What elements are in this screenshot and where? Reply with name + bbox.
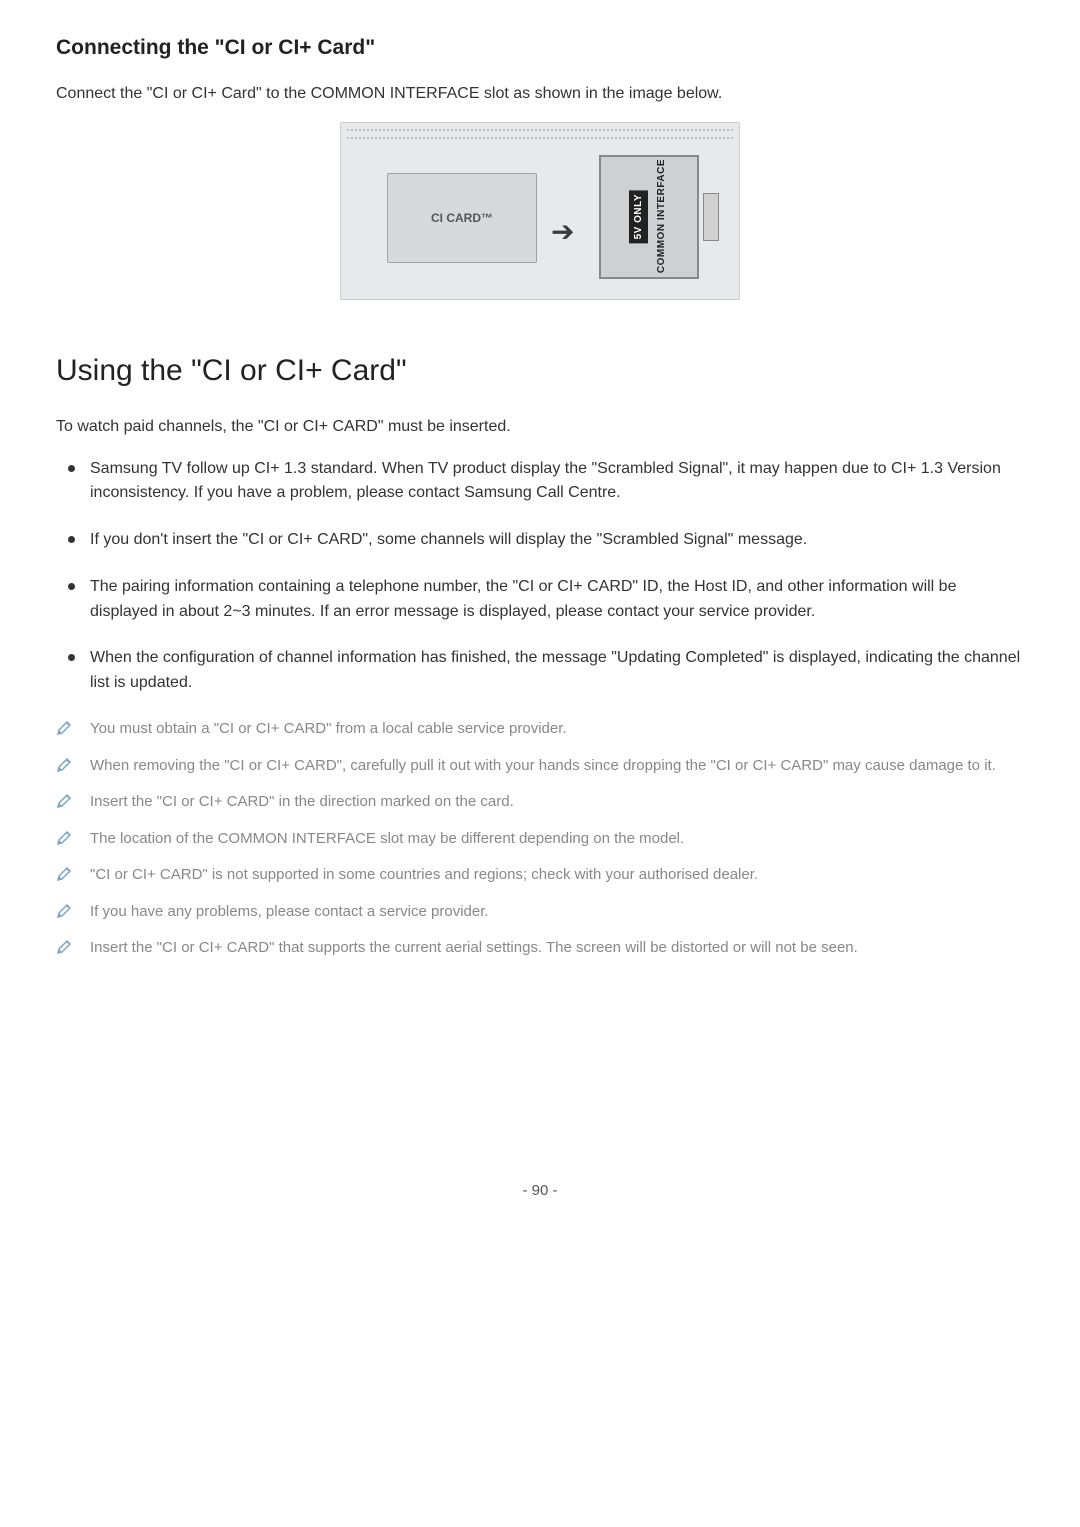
note-item: The location of the COMMON INTERFACE slo… xyxy=(56,828,1024,851)
note-text: If you have any problems, please contact… xyxy=(90,901,489,924)
pencil-icon xyxy=(56,939,72,955)
slot-edge-shape xyxy=(703,193,719,241)
note-text: The location of the COMMON INTERFACE slo… xyxy=(90,828,684,851)
pencil-icon xyxy=(56,903,72,919)
note-text: Insert the "CI or CI+ CARD" in the direc… xyxy=(90,791,514,814)
pencil-icon xyxy=(56,830,72,846)
bullet-list: Samsung TV follow up CI+ 1.3 standard. W… xyxy=(56,457,1024,697)
pencil-icon xyxy=(56,866,72,882)
note-item: "CI or CI+ CARD" is not supported in som… xyxy=(56,864,1024,887)
using-heading: Using the "CI or CI+ Card" xyxy=(56,348,1024,393)
arrow-icon: ➔ xyxy=(551,211,574,253)
list-item: Samsung TV follow up CI+ 1.3 standard. W… xyxy=(90,457,1024,507)
note-text: Insert the "CI or CI+ CARD" that support… xyxy=(90,937,858,960)
note-item: When removing the "CI or CI+ CARD", care… xyxy=(56,755,1024,778)
page-number: - 90 - xyxy=(56,1180,1024,1203)
using-intro: To watch paid channels, the "CI or CI+ C… xyxy=(56,415,1024,439)
slot-label-5v: 5V ONLY xyxy=(629,190,648,243)
note-item: If you have any problems, please contact… xyxy=(56,901,1024,924)
pencil-icon xyxy=(56,793,72,809)
diagram-container: CI CARD™ ➔ 5V ONLY COMMON INTERFACE xyxy=(56,122,1024,300)
pencil-icon xyxy=(56,720,72,736)
diagram-top-dots xyxy=(347,129,733,139)
ci-card-diagram: CI CARD™ ➔ 5V ONLY COMMON INTERFACE xyxy=(340,122,740,300)
note-text: You must obtain a "CI or CI+ CARD" from … xyxy=(90,718,567,741)
list-item: The pairing information containing a tel… xyxy=(90,575,1024,625)
note-item: Insert the "CI or CI+ CARD" in the direc… xyxy=(56,791,1024,814)
connecting-intro: Connect the "CI or CI+ Card" to the COMM… xyxy=(56,82,1024,106)
connecting-heading: Connecting the "CI or CI+ Card" xyxy=(56,32,1024,64)
common-interface-slot: 5V ONLY COMMON INTERFACE xyxy=(599,155,699,279)
notes-list: You must obtain a "CI or CI+ CARD" from … xyxy=(56,718,1024,960)
note-item: You must obtain a "CI or CI+ CARD" from … xyxy=(56,718,1024,741)
ci-card-label: CI CARD™ xyxy=(431,209,493,227)
note-text: "CI or CI+ CARD" is not supported in som… xyxy=(90,864,758,887)
note-item: Insert the "CI or CI+ CARD" that support… xyxy=(56,937,1024,960)
ci-card-shape: CI CARD™ xyxy=(387,173,537,263)
note-text: When removing the "CI or CI+ CARD", care… xyxy=(90,755,996,778)
list-item: When the configuration of channel inform… xyxy=(90,646,1024,696)
slot-label-common-interface: COMMON INTERFACE xyxy=(654,159,669,273)
list-item: If you don't insert the "CI or CI+ CARD"… xyxy=(90,528,1024,553)
pencil-icon xyxy=(56,757,72,773)
